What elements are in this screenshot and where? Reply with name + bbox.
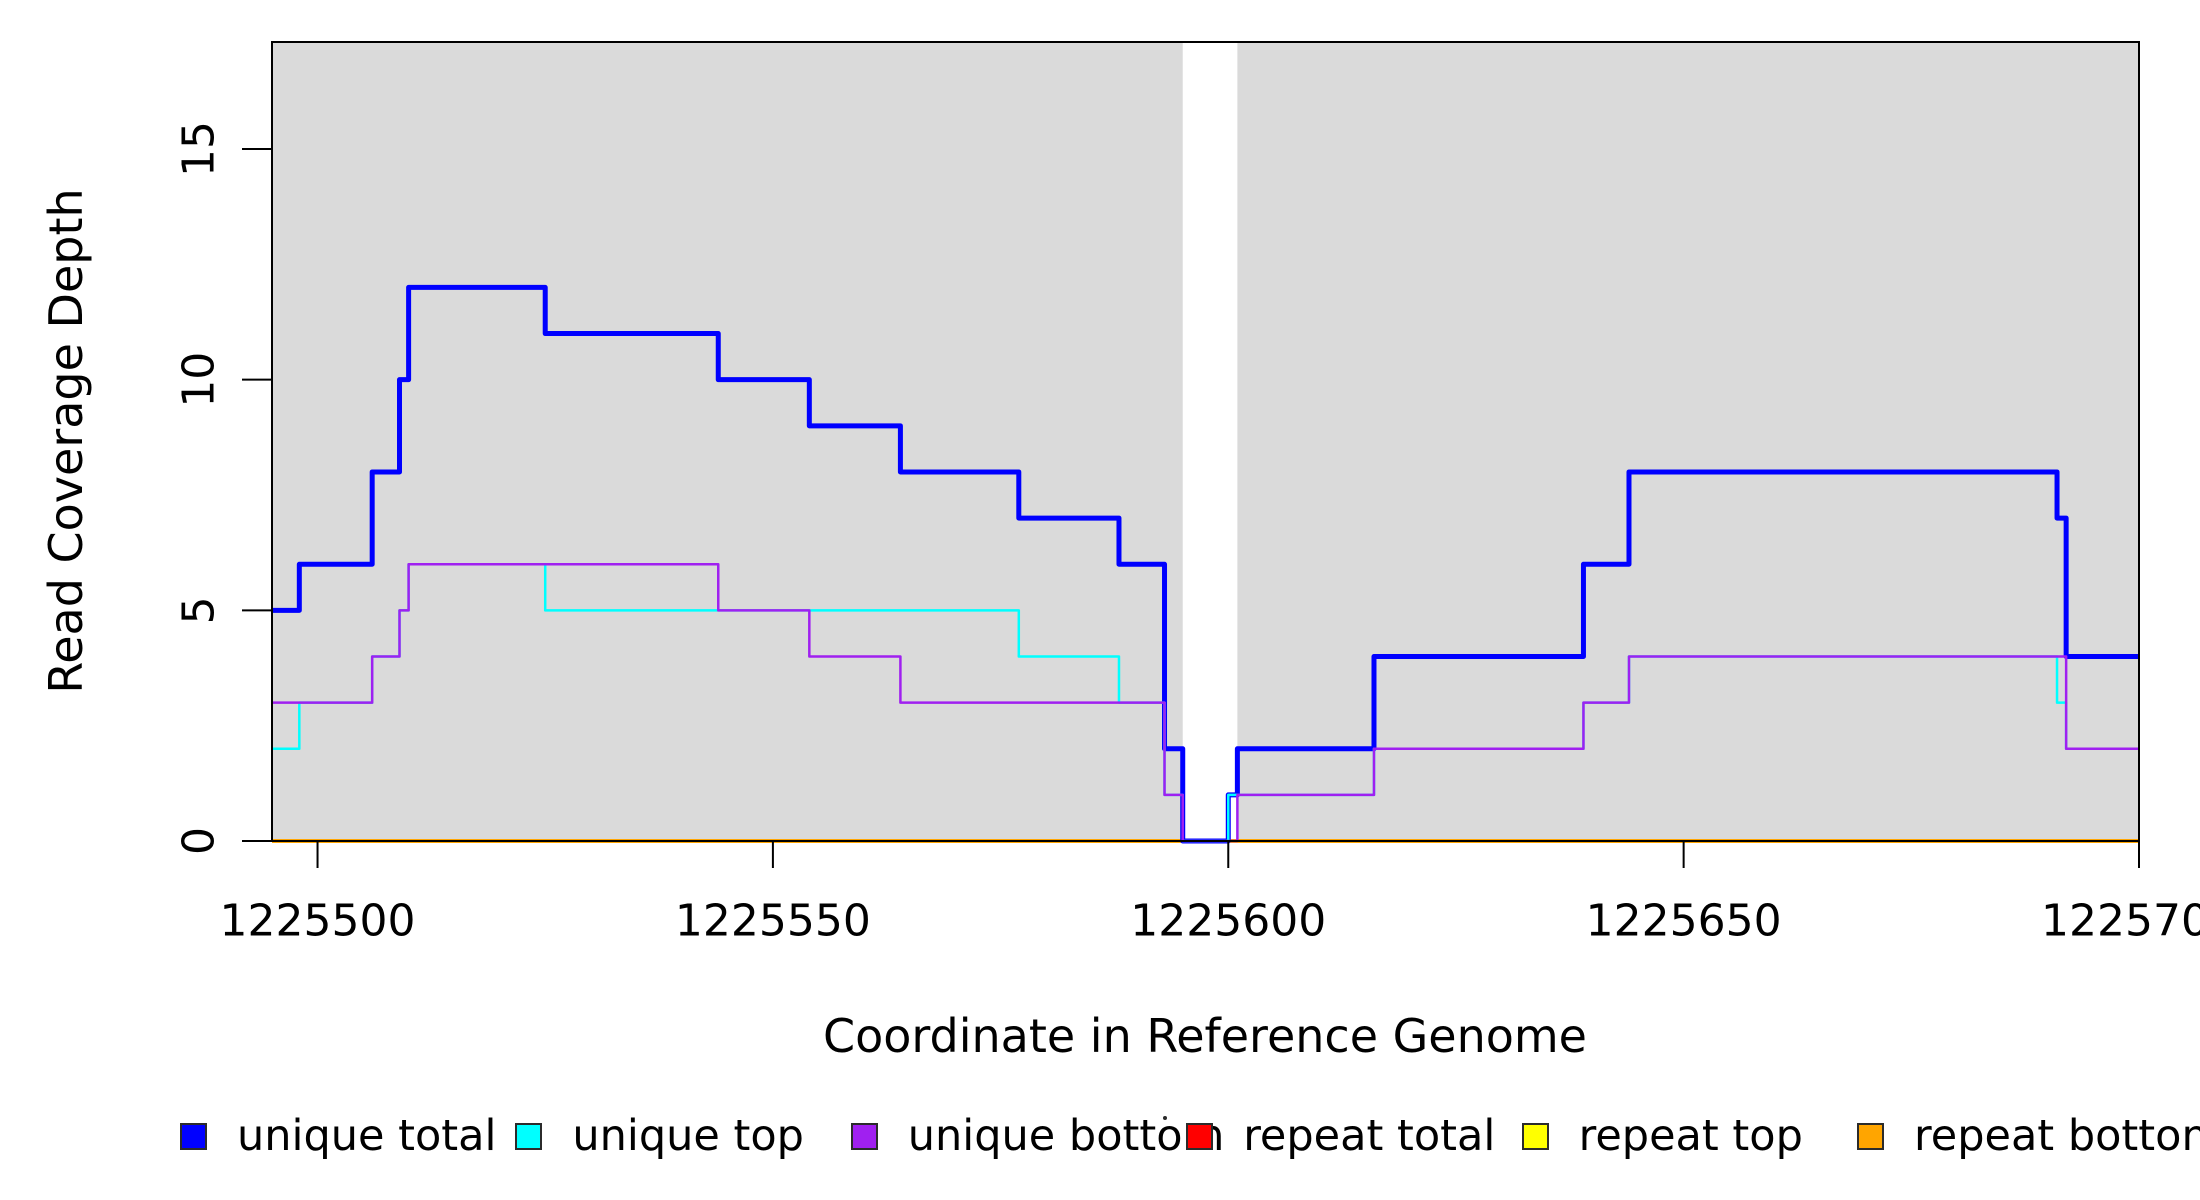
- shaded-region: [272, 42, 1183, 841]
- legend-label: repeat total: [1243, 1111, 1496, 1161]
- x-tick-label: 1225600: [1130, 896, 1326, 947]
- legend-swatch-icon: [850, 1123, 878, 1150]
- x-tick-label: 1225500: [220, 896, 416, 947]
- legend-entry-repeat-total: repeat total: [1186, 1111, 1496, 1161]
- legend-swatch-icon: [1521, 1123, 1549, 1150]
- y-tick-label: 10: [174, 352, 225, 408]
- y-axis-labels: 0 5 10 15: [174, 121, 225, 855]
- stray-mark: [1163, 1116, 1167, 1120]
- legend-entry-unique-top: unique top: [515, 1111, 804, 1161]
- shaded-regions: [272, 42, 2139, 841]
- y-tick-label: 5: [174, 596, 225, 624]
- x-axis-ticks: [316, 841, 2140, 868]
- legend-entry-unique-bottom: unique bottom: [850, 1111, 1225, 1161]
- legend-entry-unique-total: unique total: [180, 1111, 497, 1161]
- legend-label: unique top: [572, 1111, 804, 1161]
- series-unique-total: [272, 284, 2139, 844]
- legend-label: repeat top: [1578, 1111, 1803, 1161]
- legend-swatch-icon: [1186, 1123, 1214, 1150]
- legend-swatch-icon: [1857, 1123, 1884, 1150]
- y-axis-ticks: [242, 148, 272, 842]
- series-unique-bottom: [272, 562, 2139, 843]
- legend-swatch-icon: [515, 1123, 543, 1150]
- legend-label: unique total: [237, 1111, 497, 1161]
- legend-label: unique bottom: [907, 1111, 1225, 1161]
- legend-entry-repeat-bottom: repeat bottom: [1857, 1111, 2200, 1161]
- x-tick-label: 1225650: [1586, 896, 1782, 947]
- legend-label: repeat bottom: [1914, 1111, 2200, 1161]
- y-axis-title: Read Coverage Depth: [39, 188, 93, 693]
- x-tick-label: 1225550: [675, 896, 871, 947]
- y-tick-label: 15: [174, 121, 225, 177]
- y-tick-label: 0: [174, 827, 225, 855]
- x-axis-title: Coordinate in Reference Genome: [823, 1009, 1587, 1063]
- shaded-region: [1237, 42, 2139, 841]
- legend-entry-repeat-top: repeat top: [1521, 1111, 1803, 1161]
- legend-swatch-icon: [180, 1123, 207, 1150]
- plot-border: [271, 41, 2140, 842]
